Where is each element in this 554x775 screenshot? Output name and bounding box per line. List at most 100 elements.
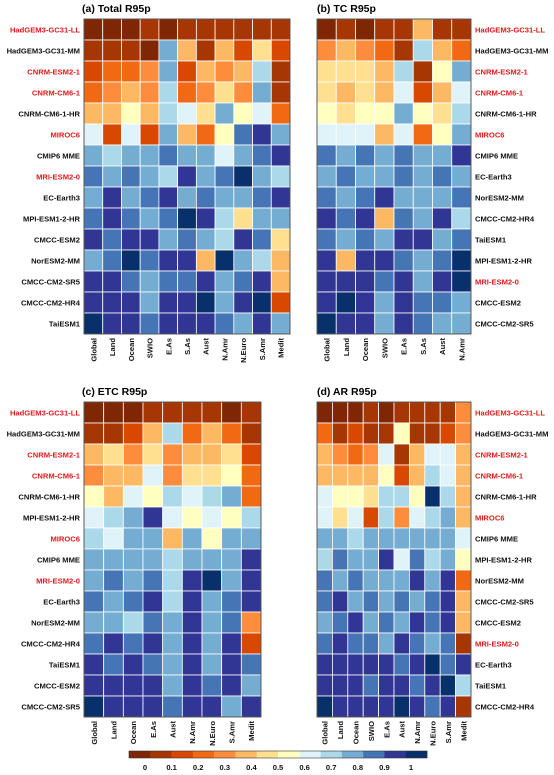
- heatmap-cell: [331, 464, 349, 487]
- heatmap-cell: [270, 39, 291, 62]
- heatmap-cell: [214, 60, 235, 83]
- heatmap-cell: [424, 506, 441, 529]
- heatmap-cell: [158, 60, 179, 83]
- heatmap-cell: [177, 186, 197, 209]
- heatmap-cell: [424, 569, 441, 592]
- heatmap-cell: [270, 18, 291, 41]
- heatmap-cell: [432, 228, 453, 251]
- heatmap-cell: [162, 569, 183, 592]
- heatmap-cell: [374, 249, 395, 272]
- heatmap-cell: [162, 653, 183, 676]
- heatmap-cell: [103, 653, 124, 676]
- heatmap-cell: [252, 291, 272, 314]
- heatmap-cell: [362, 485, 380, 508]
- heatmap-cell: [162, 464, 183, 487]
- heatmap-cell: [121, 165, 141, 188]
- heatmap-cell: [432, 249, 453, 272]
- heatmap-cell: [83, 81, 104, 104]
- heatmap-cell: [201, 527, 223, 550]
- heatmap-cell: [374, 102, 395, 125]
- row-label: CMCC-ESM2: [475, 298, 521, 307]
- heatmap-cell: [162, 548, 183, 571]
- heatmap-cell: [158, 207, 179, 230]
- heatmap-cell: [177, 228, 197, 251]
- heatmap-cell: [270, 123, 291, 146]
- heatmap-cell: [455, 611, 472, 634]
- heatmap-cell: [316, 632, 333, 655]
- column-label: N.Amr: [457, 338, 466, 361]
- heatmap-cell: [214, 165, 235, 188]
- colorbar-segment: [384, 751, 407, 758]
- heatmap-cell: [221, 401, 242, 424]
- heatmap-cell: [195, 291, 216, 314]
- column-label: N.Amr: [220, 338, 229, 361]
- heatmap-cell: [347, 464, 364, 487]
- heatmap-cell: [393, 186, 414, 209]
- row-label: CNRM-ESM2-1: [475, 67, 529, 76]
- heatmap-cell: [177, 39, 197, 62]
- heatmap-cell: [408, 590, 426, 613]
- heatmap-cell: [316, 102, 337, 125]
- heatmap-cell: [240, 443, 262, 466]
- heatmap-cell: [316, 485, 333, 508]
- heatmap-cell: [103, 674, 124, 697]
- column-label: Aust: [398, 721, 407, 738]
- colorbar-segment: [256, 751, 279, 758]
- panel-title: (d) AR R95p: [317, 386, 377, 398]
- heatmap-cell: [122, 401, 144, 424]
- heatmap-cell: [455, 485, 472, 508]
- heatmap-cell: [233, 18, 253, 41]
- heatmap-cell: [270, 81, 291, 104]
- heatmap-cell: [162, 632, 183, 655]
- heatmap-cell: [455, 527, 472, 550]
- heatmap-cell: [122, 695, 144, 718]
- heatmap-cell: [142, 632, 164, 655]
- row-label: CMIP6 MME: [37, 555, 80, 564]
- heatmap-cell: [347, 527, 364, 550]
- heatmap-cell: [83, 527, 105, 550]
- heatmap-cell: [331, 422, 349, 445]
- heatmap-cell: [158, 18, 179, 41]
- heatmap-cell: [201, 443, 223, 466]
- heatmap-cell: [362, 464, 380, 487]
- heatmap-cell: [139, 249, 160, 272]
- heatmap-cell: [331, 506, 349, 529]
- row-label: CNRM-CM6-1-HR: [18, 492, 80, 501]
- heatmap-cell: [122, 527, 144, 550]
- row-label: MIROC6: [50, 130, 80, 139]
- heatmap-cell: [316, 674, 333, 697]
- heatmap-cell: [335, 144, 356, 167]
- heatmap-cell: [102, 18, 122, 41]
- heatmap-cell: [393, 674, 410, 697]
- heatmap-cell: [270, 207, 291, 230]
- heatmap-cell: [158, 249, 179, 272]
- heatmap-cell: [177, 207, 197, 230]
- heatmap-cell: [424, 590, 441, 613]
- heatmap-cell: [316, 249, 337, 272]
- heatmap-cell: [408, 506, 426, 529]
- heatmap-cell: [214, 18, 235, 41]
- heatmap-cell: [412, 144, 433, 167]
- heatmap-cell: [221, 506, 242, 529]
- heatmap-cell: [83, 653, 105, 676]
- heatmap-cell: [162, 422, 183, 445]
- heatmap-cell: [362, 443, 380, 466]
- heatmap-cell: [316, 81, 337, 104]
- heatmap-cell: [270, 270, 291, 293]
- heatmap-cell: [424, 401, 441, 424]
- column-label: E.As: [149, 721, 158, 738]
- column-label: Ocean: [127, 338, 136, 362]
- heatmap-cell: [451, 165, 472, 188]
- heatmap-cell: [331, 569, 349, 592]
- heatmap-cell: [408, 401, 426, 424]
- heatmap-cell: [195, 144, 216, 167]
- heatmap-cell: [355, 228, 376, 251]
- heatmap-cell: [393, 60, 414, 83]
- row-label: CNRM-ESM2-1: [27, 450, 81, 459]
- heatmap-cell: [221, 653, 242, 676]
- heatmap-cell: [378, 695, 395, 718]
- heatmap-cell: [83, 401, 105, 424]
- row-label: MPI-ESM1-2-HR: [23, 513, 80, 522]
- column-label: E.As: [400, 338, 409, 355]
- column-label: S.Amr: [228, 721, 237, 743]
